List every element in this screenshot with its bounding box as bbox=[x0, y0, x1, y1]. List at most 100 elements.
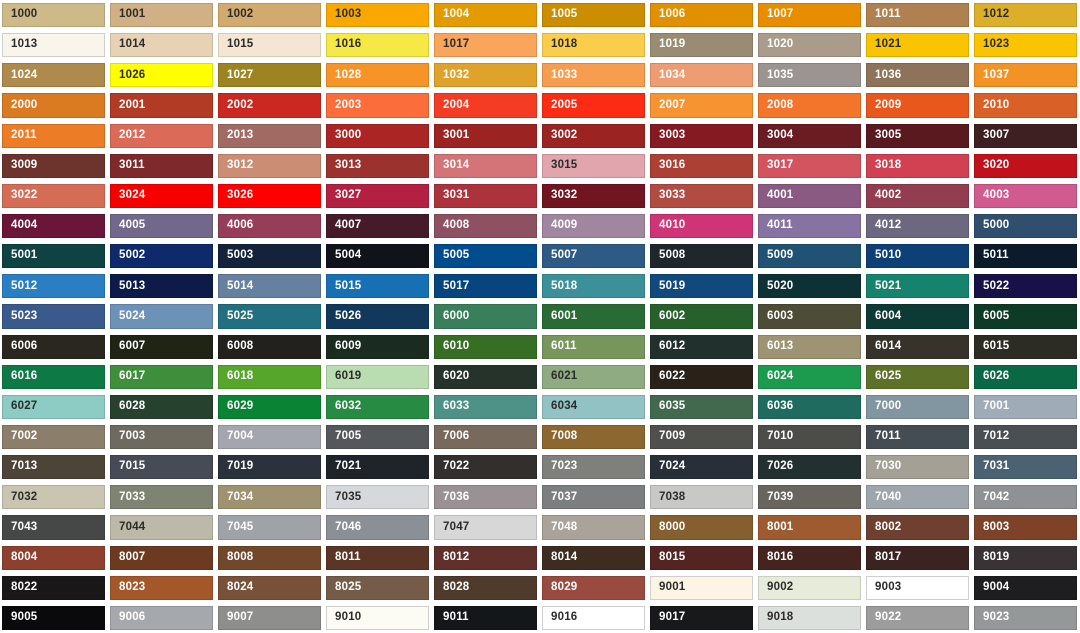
color-swatch[interactable]: 6032 bbox=[326, 394, 429, 419]
color-swatch[interactable]: 7023 bbox=[542, 455, 645, 480]
color-swatch-cell[interactable]: 3012 bbox=[216, 150, 324, 181]
color-swatch-cell[interactable]: 5011 bbox=[972, 241, 1080, 272]
color-swatch[interactable]: 2008 bbox=[758, 93, 861, 118]
color-swatch[interactable]: 6011 bbox=[542, 334, 645, 359]
color-swatch-cell[interactable]: 2002 bbox=[216, 90, 324, 121]
color-swatch[interactable]: 7039 bbox=[758, 485, 861, 510]
color-swatch-cell[interactable]: 9002 bbox=[756, 572, 864, 603]
color-swatch-cell[interactable]: 6024 bbox=[756, 361, 864, 392]
color-swatch-cell[interactable]: 5008 bbox=[648, 241, 756, 272]
color-swatch-cell[interactable]: 9010 bbox=[324, 602, 432, 633]
color-swatch[interactable]: 7026 bbox=[758, 455, 861, 480]
color-swatch-cell[interactable]: 7026 bbox=[756, 452, 864, 483]
color-swatch[interactable]: 5024 bbox=[110, 304, 213, 329]
color-swatch-cell[interactable]: 6013 bbox=[756, 331, 864, 362]
color-swatch[interactable]: 8001 bbox=[758, 515, 861, 540]
color-swatch[interactable]: 5019 bbox=[650, 274, 753, 299]
color-swatch[interactable]: 9018 bbox=[758, 605, 861, 630]
color-swatch-cell[interactable]: 5007 bbox=[540, 241, 648, 272]
color-swatch-cell[interactable]: 2004 bbox=[432, 90, 540, 121]
color-swatch[interactable]: 9004 bbox=[974, 575, 1077, 600]
color-swatch-cell[interactable]: 6002 bbox=[648, 301, 756, 332]
color-swatch[interactable]: 3017 bbox=[758, 153, 861, 178]
color-swatch[interactable]: 6025 bbox=[866, 364, 969, 389]
color-swatch-cell[interactable]: 7015 bbox=[108, 452, 216, 483]
color-swatch-cell[interactable]: 2013 bbox=[216, 120, 324, 151]
color-swatch[interactable]: 1012 bbox=[974, 3, 1077, 28]
color-swatch-cell[interactable]: 5013 bbox=[108, 271, 216, 302]
color-swatch-cell[interactable]: 6011 bbox=[540, 331, 648, 362]
color-swatch[interactable]: 1037 bbox=[974, 63, 1077, 88]
color-swatch-cell[interactable]: 1023 bbox=[972, 30, 1080, 61]
color-swatch-cell[interactable]: 4007 bbox=[324, 210, 432, 242]
color-swatch[interactable]: 1019 bbox=[650, 33, 753, 58]
color-swatch[interactable]: 1014 bbox=[110, 33, 213, 58]
color-swatch[interactable]: 5004 bbox=[326, 244, 429, 269]
color-swatch-cell[interactable]: 7038 bbox=[648, 482, 756, 513]
color-swatch[interactable]: 3022 bbox=[2, 183, 105, 208]
color-swatch[interactable]: 8025 bbox=[326, 575, 429, 600]
color-swatch-cell[interactable]: 5015 bbox=[324, 271, 432, 302]
color-swatch-cell[interactable]: 1024 bbox=[0, 60, 108, 91]
color-swatch[interactable]: 9022 bbox=[866, 605, 969, 630]
color-swatch[interactable]: 1005 bbox=[542, 3, 645, 28]
color-swatch-cell[interactable]: 3007 bbox=[972, 120, 1080, 151]
color-swatch-cell[interactable]: 2001 bbox=[108, 90, 216, 121]
color-swatch[interactable]: 7040 bbox=[866, 485, 969, 510]
color-swatch-cell[interactable]: 7048 bbox=[540, 512, 648, 543]
color-swatch[interactable]: 6003 bbox=[758, 304, 861, 329]
color-swatch-cell[interactable]: 5022 bbox=[972, 271, 1080, 302]
color-swatch[interactable]: 4008 bbox=[434, 213, 537, 239]
color-swatch[interactable]: 5021 bbox=[866, 274, 969, 299]
color-swatch[interactable]: 6005 bbox=[974, 304, 1077, 329]
color-swatch[interactable]: 8008 bbox=[218, 545, 321, 570]
color-swatch-cell[interactable]: 8022 bbox=[0, 572, 108, 603]
color-swatch[interactable]: 7000 bbox=[866, 394, 969, 419]
color-swatch[interactable]: 1015 bbox=[218, 33, 321, 58]
color-swatch[interactable]: 3004 bbox=[758, 123, 861, 148]
color-swatch[interactable]: 7002 bbox=[2, 424, 105, 450]
color-swatch-cell[interactable]: 1017 bbox=[432, 30, 540, 61]
color-swatch-cell[interactable]: 4012 bbox=[864, 210, 972, 242]
color-swatch-cell[interactable]: 6000 bbox=[432, 301, 540, 332]
color-swatch-cell[interactable]: 5019 bbox=[648, 271, 756, 302]
color-swatch-cell[interactable]: 8017 bbox=[864, 542, 972, 573]
color-swatch-cell[interactable]: 3015 bbox=[540, 150, 648, 181]
color-swatch-cell[interactable]: 3014 bbox=[432, 150, 540, 181]
color-swatch[interactable]: 5011 bbox=[974, 244, 1077, 269]
color-swatch-cell[interactable]: 6019 bbox=[324, 361, 432, 392]
color-swatch[interactable]: 1024 bbox=[2, 63, 105, 88]
color-swatch[interactable]: 1007 bbox=[758, 3, 861, 28]
color-swatch[interactable]: 9006 bbox=[110, 605, 213, 630]
color-swatch-cell[interactable]: 7010 bbox=[756, 421, 864, 453]
color-swatch-cell[interactable]: 3022 bbox=[0, 180, 108, 211]
color-swatch-cell[interactable]: 1037 bbox=[972, 60, 1080, 91]
color-swatch-cell[interactable]: 6025 bbox=[864, 361, 972, 392]
color-swatch[interactable]: 6004 bbox=[866, 304, 969, 329]
color-swatch-cell[interactable]: 1019 bbox=[648, 30, 756, 61]
color-swatch-cell[interactable]: 5001 bbox=[0, 241, 108, 272]
color-swatch[interactable]: 6010 bbox=[434, 334, 537, 359]
color-swatch[interactable]: 6035 bbox=[650, 394, 753, 419]
color-swatch-cell[interactable]: 3024 bbox=[108, 180, 216, 211]
color-swatch[interactable]: 6015 bbox=[974, 334, 1077, 359]
color-swatch[interactable]: 4004 bbox=[2, 213, 105, 239]
color-swatch[interactable]: 6017 bbox=[110, 364, 213, 389]
color-swatch[interactable]: 1027 bbox=[218, 63, 321, 88]
color-swatch[interactable]: 1034 bbox=[650, 63, 753, 88]
color-swatch[interactable]: 2000 bbox=[2, 93, 105, 118]
color-swatch-cell[interactable]: 6016 bbox=[0, 361, 108, 392]
color-swatch-cell[interactable]: 2003 bbox=[324, 90, 432, 121]
color-swatch-cell[interactable]: 3004 bbox=[756, 120, 864, 151]
color-swatch-cell[interactable]: 7002 bbox=[0, 421, 108, 453]
color-swatch[interactable]: 7033 bbox=[110, 485, 213, 510]
color-swatch[interactable]: 8028 bbox=[434, 575, 537, 600]
color-swatch[interactable]: 3012 bbox=[218, 153, 321, 178]
color-swatch[interactable]: 9002 bbox=[758, 575, 861, 600]
color-swatch[interactable]: 2005 bbox=[542, 93, 645, 118]
color-swatch[interactable]: 3020 bbox=[974, 153, 1077, 178]
color-swatch-cell[interactable]: 8029 bbox=[540, 572, 648, 603]
color-swatch-cell[interactable]: 6014 bbox=[864, 331, 972, 362]
color-swatch[interactable]: 5020 bbox=[758, 274, 861, 299]
color-swatch-cell[interactable]: 5004 bbox=[324, 241, 432, 272]
